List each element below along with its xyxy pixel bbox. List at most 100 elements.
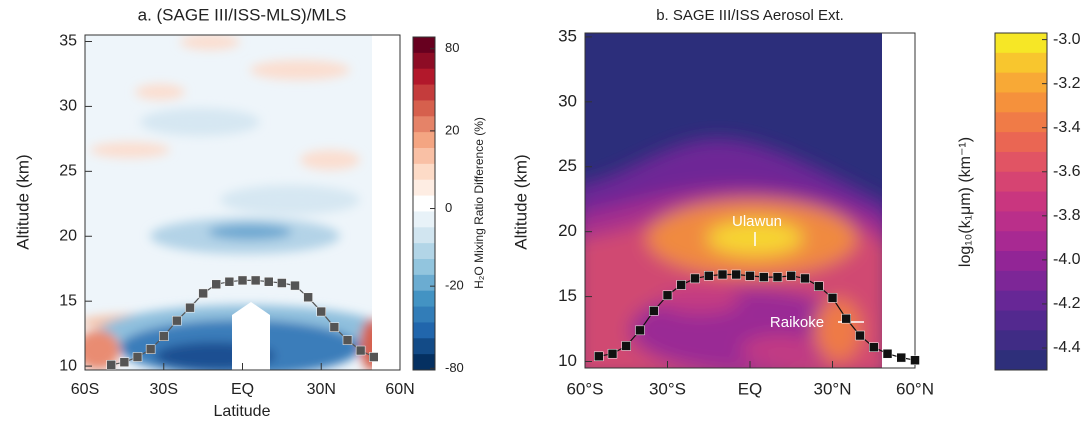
field-a [85,35,372,370]
y-tick-label: 20 [558,221,577,240]
tropopause-point [676,280,686,290]
colorbar-band [995,171,1047,193]
colorbar-band [995,251,1047,272]
x-tick-label: EQ [231,381,254,398]
colorbar-band [413,290,435,308]
tropopause-point [132,352,143,362]
tropopause-point [198,288,208,299]
annotation: Ulawun [732,213,782,230]
colorbar-band [413,84,435,101]
colorbar-band [413,52,435,70]
tropopause-point [159,331,169,341]
y-tick-label: 25 [59,163,77,180]
tropopause-point [800,273,810,284]
tropopause-point [369,352,379,362]
tropopause-point [250,275,261,286]
tropopause-point [211,279,221,290]
colorbar-band [413,354,435,371]
tropopause-point [731,269,741,280]
colorbar-frame [412,36,436,371]
panel-title: b. SAGE III/ISS Aerosol Ext. [656,7,844,24]
colorbar-band [995,151,1047,173]
tropopause-point [355,345,366,356]
tropopause-point [759,272,769,282]
annotation: Raikoke [770,314,824,331]
y-tick-label: 35 [59,33,77,50]
x-axis-label: Latitude [214,403,271,420]
tropopause-point [690,273,700,284]
y-axis-label: Altitude (km) [13,154,32,249]
colorbar-band [413,37,435,54]
tropopause-point [264,276,274,287]
tropopause-point [119,357,130,367]
y-tick-label: 25 [558,156,577,175]
colorbar-band [413,132,435,149]
tropopause-point [662,290,673,301]
colorbar-band [413,227,435,244]
colorbar-band [995,52,1047,74]
x-tick-label: 60°N [896,379,934,398]
tropopause-point [185,302,195,313]
y-tick-label: 10 [59,357,77,374]
tropopause-point [827,293,838,303]
tropopause-point [882,348,893,359]
colorbar-tick-label: -4.0 [1053,251,1081,268]
field-b [585,33,882,368]
colorbar-tick-label: -3.2 [1053,75,1081,92]
tropopause-point [814,281,824,291]
tropopause-point [786,271,796,281]
colorbar-tick-label: 0 [445,200,452,215]
colorbar-tick-label: -80 [445,360,464,375]
colorbar-band [413,338,435,355]
colorbar-band [413,116,435,133]
tropopause-point [649,306,659,316]
tropopause-point [172,315,182,326]
tropopause-point [290,280,300,291]
colorbar-band [413,100,435,117]
x-tick-label: 30N [307,381,336,398]
colorbar-band [995,92,1047,113]
tropopause-point [342,335,353,345]
colorbar-band [995,33,1047,54]
colorbar-band [413,211,435,228]
colorbar-band [413,68,435,86]
y-tick-label: 15 [558,286,577,305]
colorbar-band [995,330,1047,351]
colorbar-frame [994,32,1048,371]
x-tick-label: 60N [385,381,414,398]
y-tick-label: 30 [59,98,77,115]
colorbar-tick-label: -3.6 [1053,163,1081,180]
colorbar-tick-label: 20 [445,122,459,137]
tropopause-point [772,272,783,282]
colorbar-band [995,270,1047,292]
colorbar-tick-label: -3.0 [1053,31,1081,48]
x-tick-label: 60°S [566,379,603,398]
tropopause-point [635,325,645,336]
y-tick-label: 35 [558,26,577,45]
colorbar-band [995,231,1047,252]
tropopause-point [316,306,326,317]
y-tick-label: 30 [558,91,577,110]
colorbar-band [413,148,435,165]
tropopause-point [841,313,851,324]
colorbar-band [413,163,435,181]
tropopause-point [224,276,235,287]
colorbar-tick-label: -4.2 [1053,295,1081,312]
tropopause-point [869,342,879,352]
colorbar-band [995,310,1047,331]
colorbar-label: H₂O Mixing Ratio Difference (%) [472,117,486,289]
colorbar-band [995,290,1047,312]
colorbar-band [995,112,1047,133]
tropopause-point [621,341,631,351]
x-tick-label: 60S [71,381,99,398]
panel-title: a. (SAGE III/ISS-MLS)/MLS [138,5,347,24]
colorbar-band [995,132,1047,153]
colorbar-band [995,350,1047,371]
tropopause-point [855,330,865,341]
colorbar-band [413,306,435,323]
y-tick-label: 20 [59,227,77,244]
tropopause-point [717,269,728,280]
tropopause-point [237,275,248,286]
